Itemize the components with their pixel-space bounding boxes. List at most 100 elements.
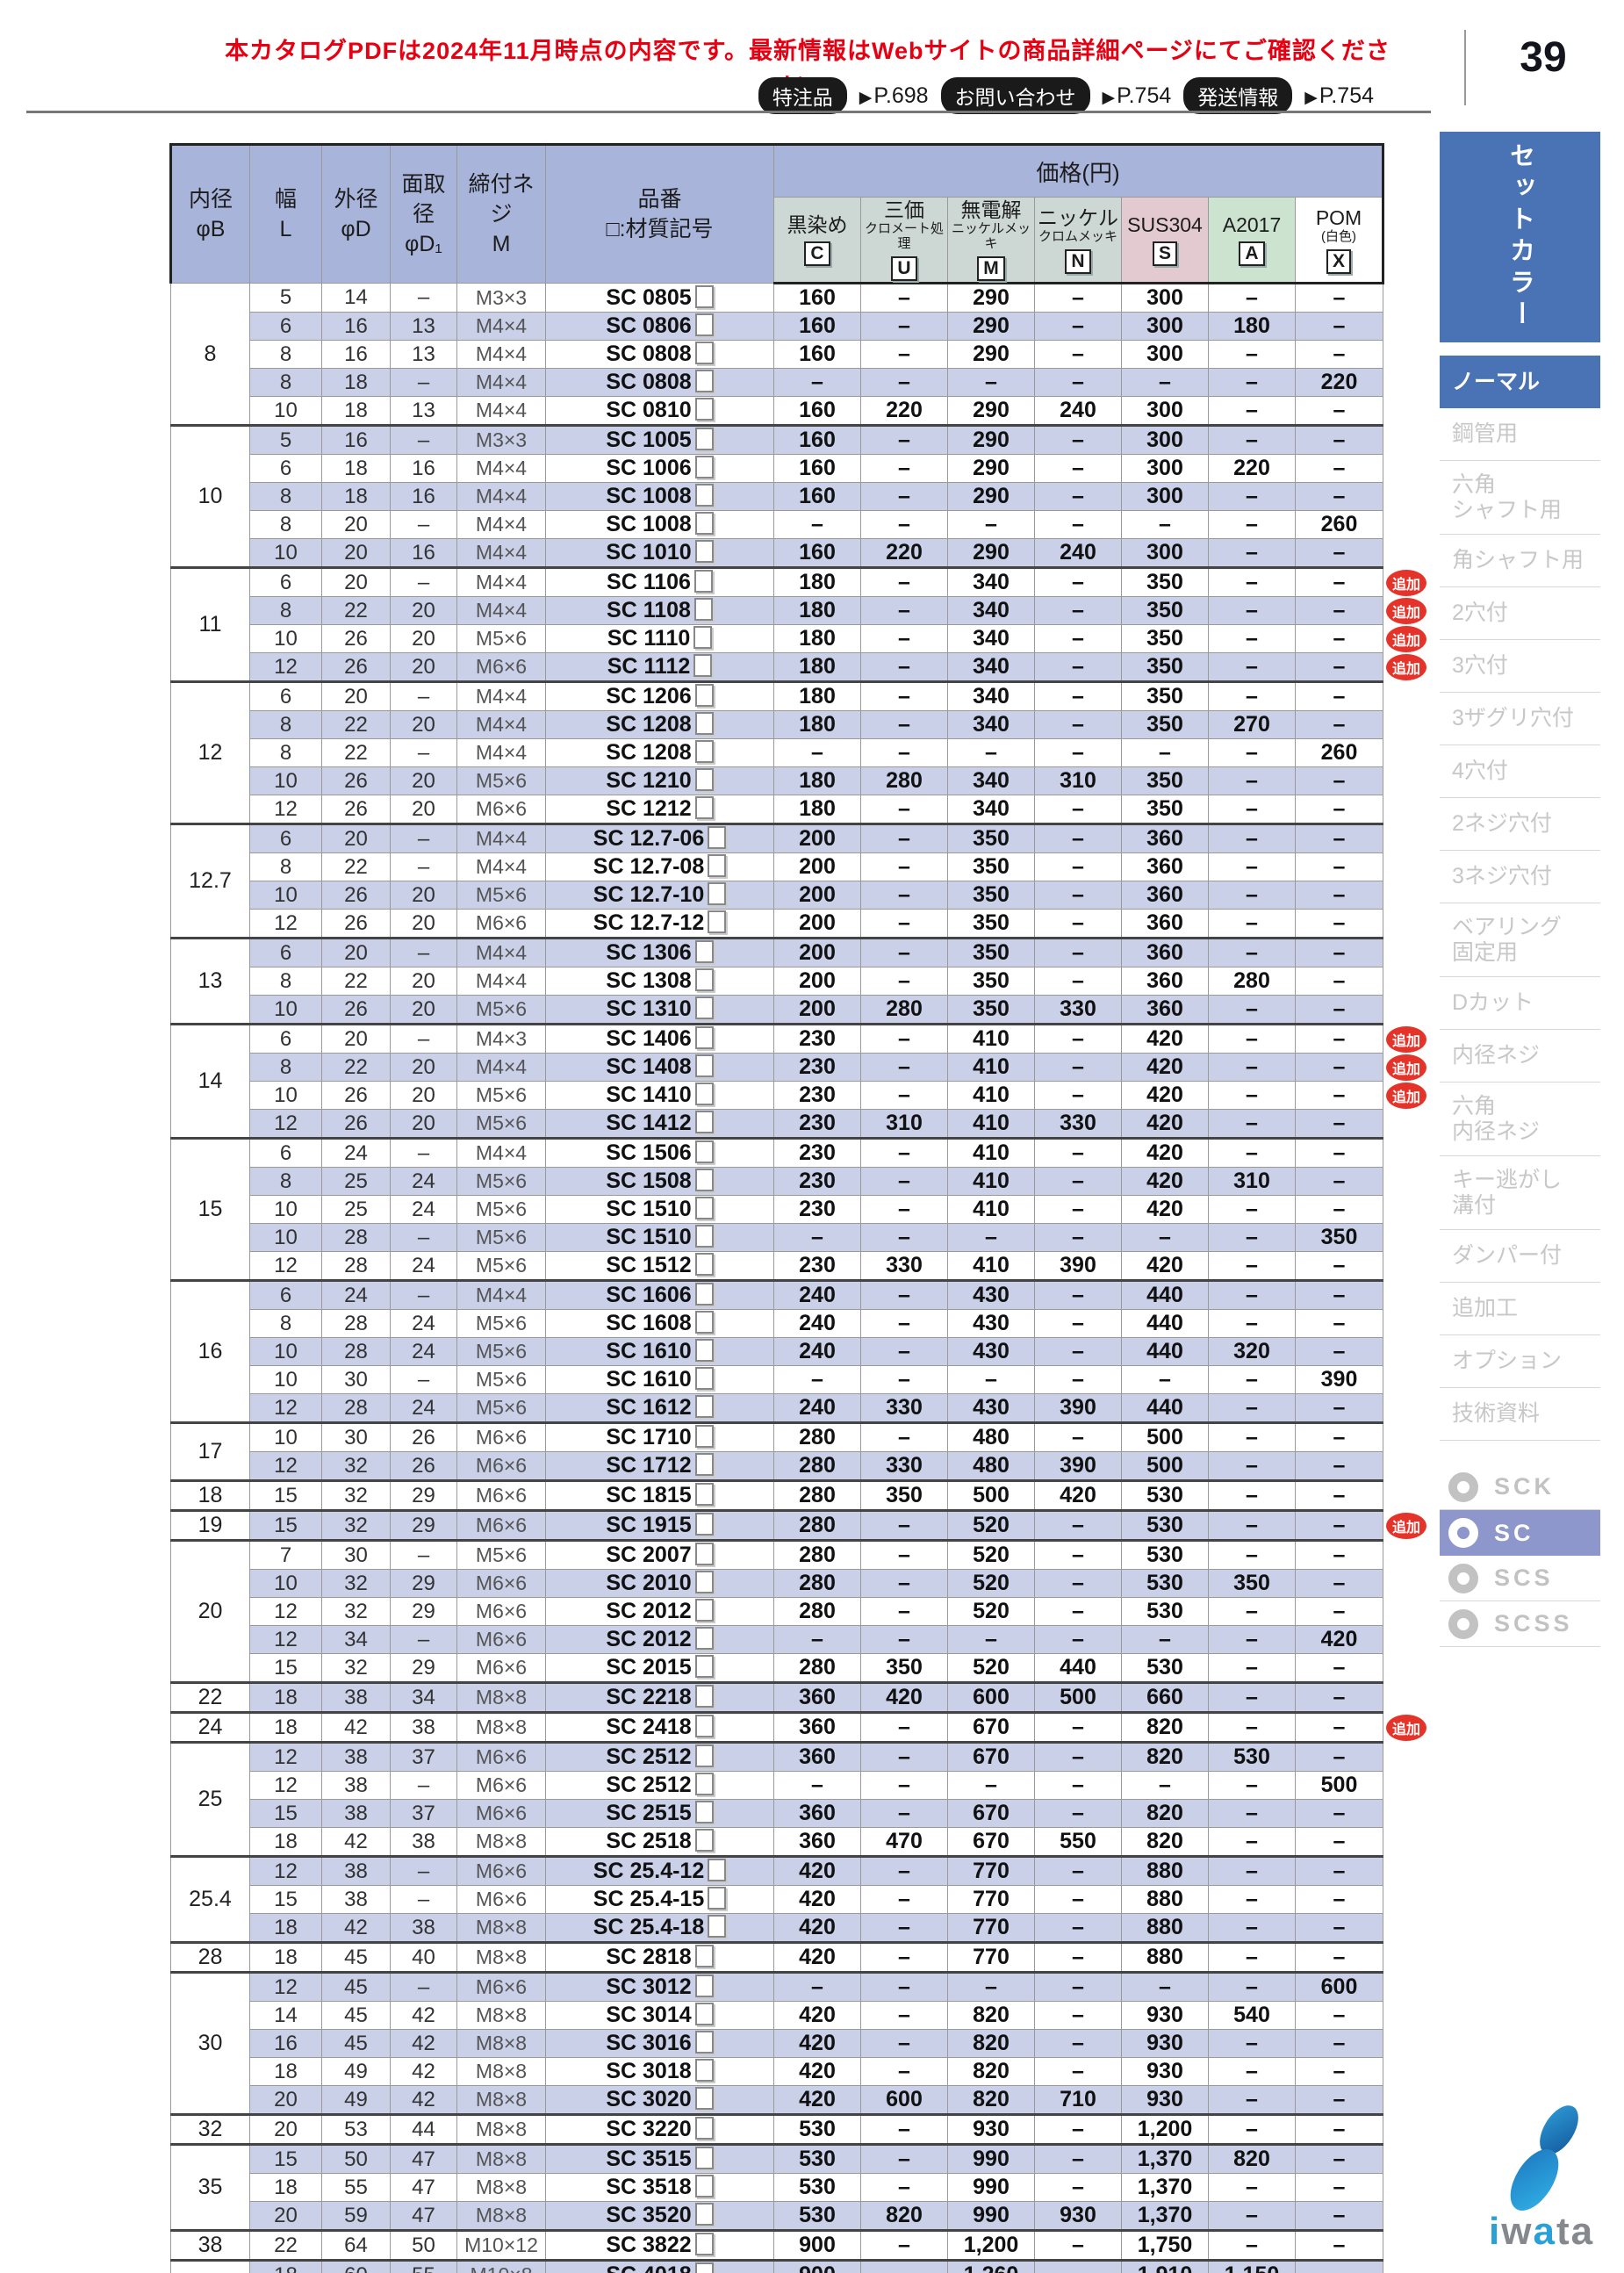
price-cell: –: [1034, 1365, 1122, 1394]
series-item-scss[interactable]: SCSS: [1440, 1601, 1600, 1647]
dim-cell: M6×6: [456, 1741, 546, 1772]
dim-cell: 24: [390, 1195, 457, 1224]
price-cell: –: [1034, 1509, 1122, 1541]
dim-cell: 16: [321, 312, 391, 341]
price-cell: – 追加: [1294, 1053, 1427, 1082]
table-row: 30 12 45– M6×6 SC 3012– – – – – –600: [170, 1971, 1384, 2115]
price-cell: –: [1034, 1625, 1122, 1654]
material-code-box: [708, 1915, 727, 1938]
sidebar-item-14[interactable]: 六角 内径ネジ: [1440, 1083, 1600, 1156]
price-cell: 180: [773, 566, 861, 597]
sidebar-item-15[interactable]: キー逃がし 溝付: [1440, 1156, 1600, 1230]
series-item-sc[interactable]: SC: [1440, 1510, 1600, 1556]
price-cell: 820: [947, 2001, 1035, 2030]
price-cell: 200: [773, 909, 861, 939]
price-cell: 240: [1034, 396, 1122, 426]
price-cell: 1,200: [1121, 2113, 1209, 2145]
dim-cell: 30: [321, 1539, 391, 1570]
price-cell: –: [1294, 1479, 1384, 1511]
dim-cell: 64: [321, 2229, 391, 2261]
table-row: 8 22– M4×4 SC 1208– – – – – –260: [171, 738, 1384, 767]
bore-cell: 24: [170, 1711, 250, 1743]
dim-cell: 8: [249, 967, 322, 996]
part-number-cell: SC 3822: [545, 2229, 774, 2261]
catalog-link-page[interactable]: ▶P.754: [1304, 83, 1374, 108]
dim-cell: 16: [321, 424, 391, 455]
sidebar-item-9[interactable]: 2ネジ穴付: [1440, 798, 1600, 851]
dim-cell: 28: [321, 1337, 391, 1366]
dim-cell: 20: [321, 538, 391, 568]
price-cell: –: [1034, 2029, 1122, 2058]
dim-cell: 26: [390, 1451, 457, 1481]
dim-cell: 15: [249, 1653, 322, 1683]
dim-cell: –: [390, 1137, 457, 1168]
sidebar-item-10[interactable]: 3ネジ穴付: [1440, 851, 1600, 903]
price-cell: 260: [1294, 738, 1384, 767]
price-cell: –: [860, 1223, 948, 1252]
price-cell: 420: [1034, 1479, 1122, 1511]
price-cell: 520: [947, 1509, 1035, 1541]
table-row: 10 5 16– M3×3 SC 1005 160–290–300– –: [170, 424, 1384, 568]
added-badge: 追加: [1386, 597, 1427, 624]
price-cell: –: [1034, 710, 1122, 739]
price-cell: –: [1034, 1971, 1122, 2002]
dim-cell: 20: [390, 795, 457, 824]
price-cell: –: [1208, 823, 1296, 853]
catalog-link-badge[interactable]: 特注品: [758, 77, 847, 114]
price-cell: –: [1208, 1653, 1296, 1683]
series-item-sck[interactable]: SCK: [1440, 1464, 1600, 1510]
price-cell: –: [860, 1941, 948, 1973]
sidebar-item-7[interactable]: 3ザグリ穴付: [1440, 693, 1600, 745]
sidebar-item-8[interactable]: 4穴付: [1440, 745, 1600, 798]
price-cell: –: [1034, 738, 1122, 767]
price-cell: –: [1294, 482, 1384, 511]
catalog-link-page[interactable]: ▶P.754: [1102, 83, 1172, 108]
material-code-box: [693, 626, 713, 649]
material-code-box: [694, 1715, 714, 1737]
catalog-link-badge[interactable]: 発送情報: [1183, 77, 1293, 114]
sidebar-item-19[interactable]: 技術資料: [1440, 1388, 1600, 1441]
catalog-link-badge[interactable]: お問い合わせ: [940, 77, 1090, 114]
material-code-box: [694, 2003, 714, 2025]
sidebar-item-6[interactable]: 3穴付: [1440, 640, 1600, 693]
price-cell: –: [1294, 1597, 1384, 1626]
catalog-link-page[interactable]: ▶P.698: [859, 83, 929, 108]
part-number-cell: SC 2010: [545, 1569, 774, 1598]
table-row: 8 25 24 M5×6 SC 1508 230–410–420 310–: [171, 1167, 1384, 1196]
part-number-cell: SC 25.4-18: [545, 1913, 774, 1943]
dim-cell: 10: [249, 1569, 322, 1598]
arrow-icon: ▶: [1102, 88, 1116, 107]
table-row: 38 22 64 50 M10×12 SC 3822 900–1,200–1,750– –: [170, 2229, 1384, 2261]
sidebar-item-18[interactable]: オプション: [1440, 1335, 1600, 1388]
table-row: 10 26 20 M5×6 SC 12.7-10 200–350–360– –: [171, 881, 1384, 910]
price-cell: 500: [1294, 1771, 1384, 1800]
sidebar-item-3[interactable]: 六角 シャフト用: [1440, 461, 1600, 535]
dim-cell: 18: [249, 2259, 322, 2273]
bore-cell: 32: [170, 2113, 250, 2145]
price-cell: –: [1208, 1799, 1296, 1828]
sidebar-item-11[interactable]: ベアリング 固定用: [1440, 903, 1600, 977]
sidebar-item-16[interactable]: ダンパー付: [1440, 1230, 1600, 1283]
price-cell: –: [1034, 1337, 1122, 1366]
sidebar-item-13[interactable]: 内径ネジ: [1440, 1030, 1600, 1083]
sidebar-item-5[interactable]: 2穴付: [1440, 587, 1600, 640]
dim-cell: 38: [321, 1799, 391, 1828]
material-code-A: A: [1239, 241, 1265, 266]
price-cell: –: [860, 1195, 948, 1224]
dim-cell: 26: [321, 881, 391, 910]
table-row: 8 22 20 M4×4 SC 1208 180–340–350 270–: [171, 710, 1384, 739]
dim-cell: 26: [321, 995, 391, 1025]
sidebar-item-4[interactable]: 角シャフト用: [1440, 535, 1600, 587]
material-code-box: [708, 1859, 727, 1881]
sidebar-item-17[interactable]: 追加工: [1440, 1283, 1600, 1335]
price-cell: –: [1034, 937, 1122, 967]
sidebar-item-12[interactable]: Dカット: [1440, 977, 1600, 1030]
series-item-scs[interactable]: SCS: [1440, 1556, 1600, 1601]
sidebar-item-1[interactable]: ノーマル: [1440, 356, 1600, 408]
price-cell: 290: [947, 482, 1035, 511]
price-cell: 420: [773, 2085, 861, 2115]
material-code-box: [694, 2262, 714, 2273]
sidebar-item-2[interactable]: 鋼管用: [1440, 408, 1600, 461]
dim-cell: 10: [249, 1421, 322, 1452]
table-row: 25.4 12 38– M6×6 SC 25.4-12 420–770–880– –: [170, 1855, 1384, 1943]
